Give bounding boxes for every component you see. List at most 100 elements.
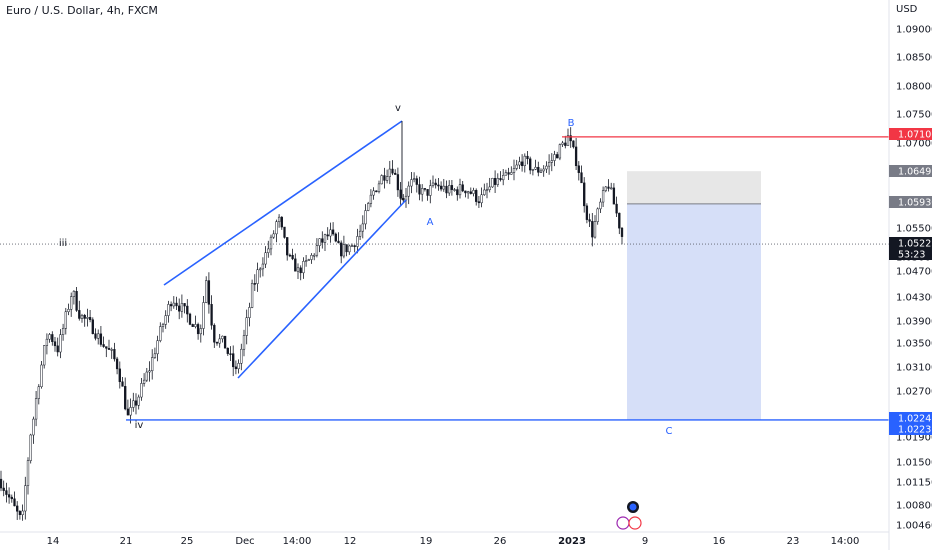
candle-body <box>458 184 462 196</box>
candle-body <box>520 161 524 167</box>
candle-body <box>372 190 375 196</box>
candle-body <box>183 303 186 307</box>
candle-body <box>466 191 470 194</box>
candle-body <box>310 255 313 260</box>
time-tick-label: Dec <box>235 536 254 547</box>
candle-body <box>2 487 5 491</box>
candle-body <box>164 315 167 325</box>
candle-body <box>213 324 216 343</box>
price-badge-resistance <box>889 128 932 140</box>
candle-body <box>426 189 429 196</box>
candle-body <box>234 366 238 370</box>
candle-body <box>218 338 221 344</box>
time-tick-label: 9 <box>642 536 648 547</box>
candle-body <box>145 371 148 381</box>
candle-body <box>291 254 294 260</box>
price-tick-label: 1.03100 <box>896 363 932 374</box>
candle-body <box>102 344 105 347</box>
candle-body <box>48 334 51 340</box>
candle-body <box>453 189 456 191</box>
candle-body <box>129 407 132 416</box>
candle-body <box>26 460 30 486</box>
event-icon-dark-inner <box>629 503 637 511</box>
take-profit-zone <box>627 203 761 420</box>
price-tick-label: 1.04300 <box>896 293 932 304</box>
candle-body <box>564 142 567 146</box>
candle-body <box>67 309 70 313</box>
price-tick-label: 1.03500 <box>896 339 932 350</box>
price-tick-label: 1.05500 <box>896 224 932 235</box>
time-tick-label: 23 <box>787 536 800 547</box>
price-tick-label: 1.00460 <box>896 521 932 532</box>
candle-body <box>13 498 16 507</box>
time-tick-label: 2023 <box>558 536 586 547</box>
candle-body <box>485 189 489 191</box>
candle-body <box>583 182 586 207</box>
candle-body <box>242 335 246 350</box>
candle-body <box>264 252 267 265</box>
candle-body <box>121 381 124 387</box>
candle-body <box>545 165 548 170</box>
candle-body <box>140 383 143 398</box>
candle-body <box>388 168 391 177</box>
candle-body <box>588 219 591 222</box>
candle-body <box>620 227 624 237</box>
candle-body <box>385 176 389 181</box>
candle-body <box>18 511 22 515</box>
price-tick-label: 1.07500 <box>896 110 932 121</box>
candle-body <box>75 291 78 311</box>
price-badge-resistance-text: 1.07106 <box>898 130 932 141</box>
candle-body <box>110 349 113 351</box>
candle-body <box>321 238 324 243</box>
candle-body <box>456 189 459 196</box>
candle-body <box>40 364 43 387</box>
candle-body <box>37 386 40 399</box>
candle-body <box>404 195 408 201</box>
candle-body <box>534 166 537 170</box>
candle-body <box>445 185 448 194</box>
candle-body <box>496 178 499 185</box>
candle-body <box>315 245 319 256</box>
price-tick-label: 1.09000 <box>896 25 932 36</box>
candle-body <box>383 175 386 181</box>
candle-body <box>61 328 65 335</box>
candle-body <box>72 291 76 297</box>
candle-body <box>502 175 505 181</box>
candle-body <box>542 168 545 172</box>
candle-body <box>618 212 621 229</box>
price-badge-last-price-text: 1.05223 <box>898 239 932 250</box>
candle-body <box>275 221 278 235</box>
wave-label-iv: iv <box>135 420 144 431</box>
price-tick-label: 1.01900 <box>896 433 932 444</box>
candle-body <box>86 317 89 319</box>
candle-body <box>91 319 94 334</box>
candle-body <box>59 334 62 353</box>
candle-body <box>556 154 559 159</box>
candle-body <box>326 234 329 237</box>
candle-body <box>523 155 526 167</box>
candle-body <box>331 229 335 235</box>
candle-body <box>286 237 289 256</box>
time-tick-label: 21 <box>120 536 133 547</box>
candle-body <box>83 315 86 319</box>
candle-body <box>367 203 370 211</box>
price-tick-label: 1.04700 <box>896 267 932 278</box>
candle-body <box>169 304 173 307</box>
price-badge-stop <box>889 165 932 177</box>
price-tick-label: 1.02700 <box>896 387 932 398</box>
candle-body <box>253 283 256 285</box>
price-badge-countdown-text: 53:23 <box>898 250 925 261</box>
candle-body <box>226 347 229 354</box>
candle-body <box>194 324 197 327</box>
candle-body <box>396 174 400 191</box>
candle-body <box>345 244 348 253</box>
candle-body <box>53 341 57 347</box>
candle-body <box>313 254 316 257</box>
candle-body <box>531 169 535 171</box>
candle-body <box>515 164 518 169</box>
wave-label-c: C <box>666 426 673 437</box>
candle-body <box>148 370 151 373</box>
candle-body <box>16 505 19 512</box>
